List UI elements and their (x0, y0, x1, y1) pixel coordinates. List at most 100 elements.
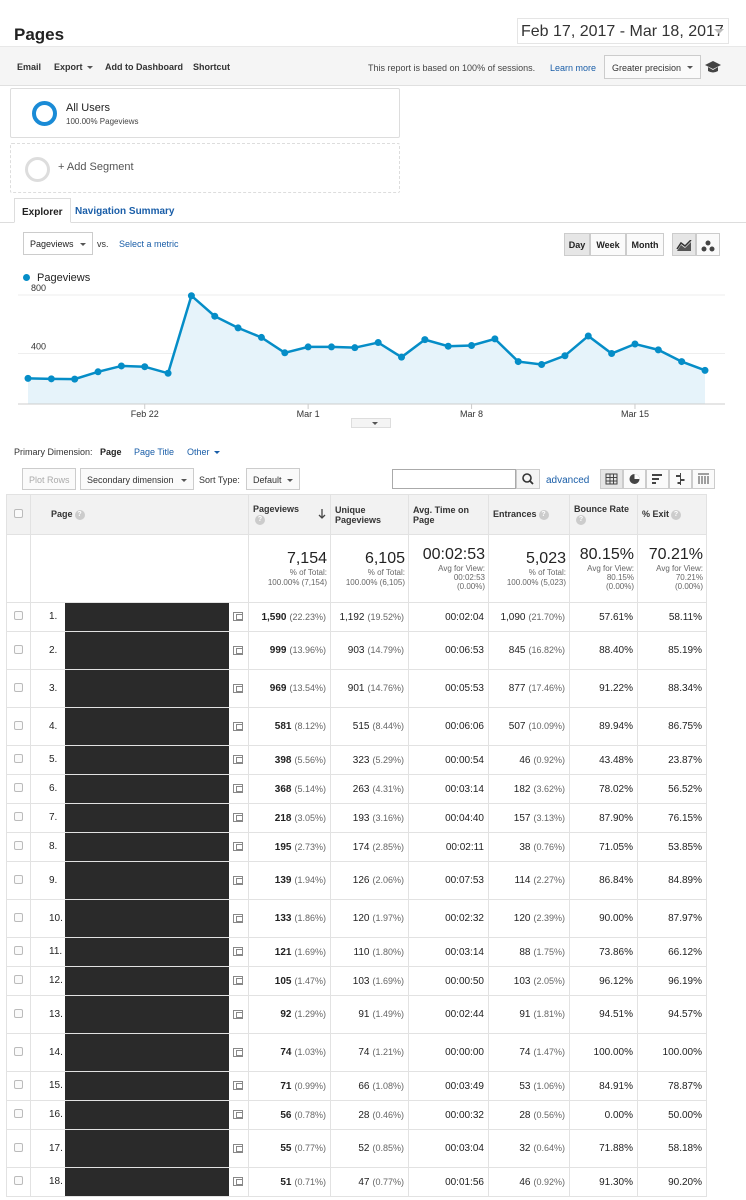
select-all-header[interactable] (6, 494, 31, 535)
page-cell[interactable]: 12. (30, 966, 249, 996)
precision-select[interactable]: Greater precision (604, 55, 701, 79)
row-checkbox[interactable] (14, 1080, 23, 1089)
page-cell[interactable]: 16. (30, 1100, 249, 1130)
add-segment-button[interactable]: + Add Segment (10, 143, 400, 193)
page-cell[interactable]: 15. (30, 1071, 249, 1101)
row-checkbox-cell[interactable] (6, 1167, 31, 1197)
external-link-icon[interactable] (233, 645, 243, 655)
page-cell[interactable]: 3. (30, 669, 249, 708)
header-pageviews[interactable]: Pageviews? (248, 494, 331, 535)
row-checkbox-cell[interactable] (6, 966, 31, 996)
redacted-page-path[interactable] (65, 938, 229, 966)
row-checkbox[interactable] (14, 644, 23, 654)
page-cell[interactable]: 2. (30, 631, 249, 670)
row-checkbox-cell[interactable] (6, 899, 31, 938)
row-checkbox[interactable] (14, 1142, 23, 1152)
table-search-input[interactable] (392, 469, 516, 489)
add-to-dashboard-button[interactable]: Add to Dashboard (105, 62, 183, 72)
external-link-icon[interactable] (233, 1047, 243, 1057)
row-checkbox[interactable] (14, 682, 23, 692)
row-checkbox[interactable] (14, 783, 23, 792)
row-checkbox[interactable] (14, 1008, 23, 1018)
redacted-page-path[interactable] (65, 804, 229, 832)
advanced-filter-link[interactable]: advanced (546, 475, 590, 486)
redacted-page-path[interactable] (65, 708, 229, 745)
page-cell[interactable]: 9. (30, 861, 249, 900)
tab-navigation-summary[interactable]: Navigation Summary (75, 206, 175, 217)
external-link-icon[interactable] (233, 1143, 243, 1153)
view-data-table-button[interactable] (600, 469, 623, 489)
row-checkbox-cell[interactable] (6, 669, 31, 708)
row-checkbox-cell[interactable] (6, 832, 31, 862)
header-exit[interactable]: % Exit? (637, 494, 707, 535)
row-checkbox[interactable] (14, 1109, 23, 1118)
date-range-picker[interactable]: Feb 17, 2017 - Mar 18, 2017 (517, 18, 729, 44)
header-avg-time[interactable]: Avg. Time on Page (408, 494, 489, 535)
view-pivot-button[interactable] (692, 469, 715, 489)
page-cell[interactable]: 14. (30, 1033, 249, 1072)
row-checkbox[interactable] (14, 812, 23, 821)
row-checkbox[interactable] (14, 1176, 23, 1185)
redacted-page-path[interactable] (65, 670, 229, 707)
search-button[interactable] (516, 469, 540, 489)
external-link-icon[interactable] (233, 875, 243, 885)
row-checkbox-cell[interactable] (6, 1033, 31, 1072)
page-cell[interactable]: 1. (30, 602, 249, 632)
day-button[interactable]: Day (564, 233, 590, 256)
view-comparison-button[interactable] (669, 469, 692, 489)
page-cell[interactable]: 11. (30, 937, 249, 967)
header-bounce-rate[interactable]: Bounce Rate? (569, 494, 638, 535)
page-cell[interactable]: 13. (30, 995, 249, 1034)
row-checkbox-cell[interactable] (6, 745, 31, 775)
redacted-page-path[interactable] (65, 967, 229, 995)
redacted-page-path[interactable] (65, 746, 229, 774)
page-cell[interactable]: 10. (30, 899, 249, 938)
external-link-icon[interactable] (233, 913, 243, 923)
row-checkbox-cell[interactable] (6, 707, 31, 746)
external-link-icon[interactable] (233, 1081, 243, 1090)
redacted-page-path[interactable] (65, 632, 229, 669)
redacted-page-path[interactable] (65, 1072, 229, 1100)
row-checkbox-cell[interactable] (6, 803, 31, 833)
row-checkbox[interactable] (14, 946, 23, 955)
view-pie-button[interactable] (623, 469, 646, 489)
row-checkbox-cell[interactable] (6, 861, 31, 900)
row-checkbox-cell[interactable] (6, 1071, 31, 1101)
page-cell[interactable]: 17. (30, 1129, 249, 1168)
row-checkbox-cell[interactable] (6, 995, 31, 1034)
motion-chart-button[interactable] (696, 233, 720, 256)
export-button[interactable]: Export (54, 62, 93, 72)
row-checkbox[interactable] (14, 841, 23, 850)
row-checkbox[interactable] (14, 754, 23, 763)
external-link-icon[interactable] (233, 976, 243, 985)
dimension-other[interactable]: Other (187, 447, 220, 457)
tab-explorer[interactable]: Explorer (14, 198, 71, 223)
redacted-page-path[interactable] (65, 833, 229, 861)
redacted-page-path[interactable] (65, 996, 229, 1033)
redacted-page-path[interactable] (65, 1034, 229, 1071)
page-cell[interactable]: 18. (30, 1167, 249, 1197)
secondary-dimension-select[interactable]: Secondary dimension (80, 468, 194, 490)
sort-type-select[interactable]: Default (246, 468, 300, 490)
month-button[interactable]: Month (626, 233, 664, 256)
page-cell[interactable]: 7. (30, 803, 249, 833)
page-cell[interactable]: 6. (30, 774, 249, 804)
dimension-page[interactable]: Page (100, 447, 122, 457)
row-checkbox[interactable] (14, 611, 23, 620)
external-link-icon[interactable] (233, 947, 243, 956)
plot-rows-button[interactable]: Plot Rows (22, 468, 76, 490)
metric-select[interactable]: Pageviews (23, 232, 93, 255)
email-button[interactable]: Email (17, 62, 42, 72)
external-link-icon[interactable] (233, 755, 243, 764)
dimension-page-title[interactable]: Page Title (134, 447, 175, 457)
external-link-icon[interactable] (233, 612, 243, 621)
row-checkbox-cell[interactable] (6, 1100, 31, 1130)
row-checkbox[interactable] (14, 975, 23, 984)
redacted-page-path[interactable] (65, 1130, 229, 1167)
redacted-page-path[interactable] (65, 862, 229, 899)
page-cell[interactable]: 8. (30, 832, 249, 862)
redacted-page-path[interactable] (65, 775, 229, 803)
external-link-icon[interactable] (233, 813, 243, 822)
graduation-cap-icon[interactable] (705, 60, 721, 74)
row-checkbox-cell[interactable] (6, 937, 31, 967)
